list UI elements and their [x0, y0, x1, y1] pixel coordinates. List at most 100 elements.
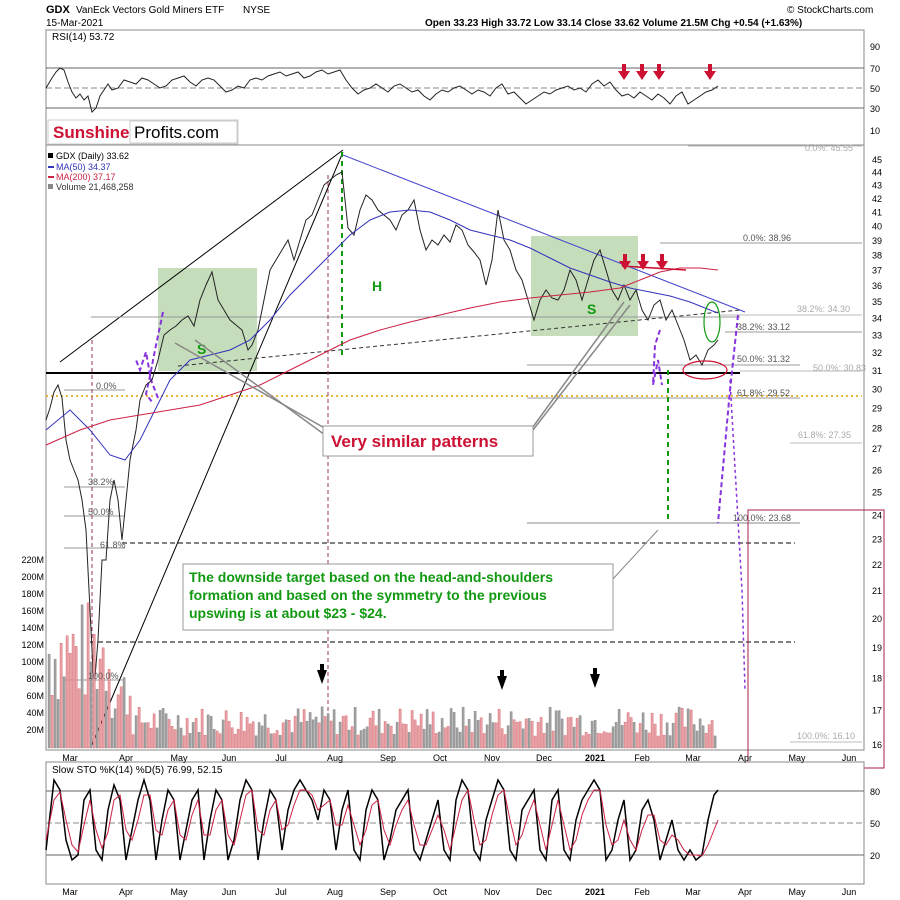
projection-purple-1	[135, 351, 159, 399]
volume-bar	[251, 721, 255, 749]
volume-bar	[209, 716, 213, 749]
volume-bar	[602, 731, 606, 749]
volume-bar	[269, 733, 273, 749]
volume-bar	[134, 715, 138, 749]
volume-bar	[383, 721, 387, 749]
target-text-1: The downside target based on the head-an…	[189, 569, 553, 585]
volume-bar	[329, 720, 333, 749]
volume-bar	[428, 724, 432, 749]
volume-bar	[338, 721, 342, 749]
x-tick-label: Nov	[484, 887, 501, 897]
price-tick-label: 31	[872, 366, 882, 376]
ma50-line	[45, 209, 719, 461]
price-tick-label: 45	[872, 155, 882, 165]
volume-bar	[107, 669, 111, 749]
volume-bar	[641, 712, 645, 749]
price-line	[45, 171, 719, 691]
volume-bar	[185, 718, 189, 749]
price-tick-label: 24	[872, 511, 882, 521]
legend-volume: Volume 21,468,258	[56, 182, 134, 192]
legend-price: GDX (Daily) 33.62	[56, 151, 129, 161]
x-tick-label: May	[170, 887, 188, 897]
volume-tick-label: 20M	[26, 725, 44, 735]
volume-bar	[149, 727, 153, 749]
volume-bar	[89, 661, 93, 749]
volume-bar	[245, 717, 249, 749]
volume-bar	[416, 725, 420, 749]
logo-part2: Profits.com	[134, 123, 219, 142]
price-legend: GDX (Daily) 33.62 MA(50) 34.37 MA(200) 3…	[48, 151, 134, 192]
rsi-arrow-shaft	[622, 64, 626, 71]
volume-bar	[653, 723, 657, 749]
chart-exchange: NYSE	[243, 5, 271, 16]
price-tick-label: 40	[872, 222, 882, 232]
price-tick-label: 19	[872, 643, 882, 653]
x-tick-label: Dec	[536, 887, 553, 897]
rsi-red-arrows	[618, 64, 716, 80]
volume-bar	[104, 690, 108, 749]
shoulder-label-left: S	[197, 341, 206, 357]
volume-bar	[686, 708, 690, 749]
volume-bar	[695, 730, 699, 749]
volume-bar	[323, 716, 327, 749]
volume-bar	[239, 712, 243, 749]
rsi-down-arrow	[704, 71, 716, 80]
volume-bar	[362, 728, 366, 749]
volume-tick-label: 100M	[21, 657, 44, 667]
fib-label-l2: 38.2%	[88, 477, 114, 487]
stochastic-tick-label: 80	[870, 787, 880, 797]
volume-bar	[665, 722, 669, 749]
volume-bar	[437, 731, 441, 749]
price-tick-label: 28	[872, 423, 882, 433]
volume-bar	[611, 726, 615, 749]
volume-bar	[143, 722, 147, 749]
volume-bar	[413, 719, 417, 749]
volume-bar	[494, 722, 498, 749]
x-tick-label: Mar	[685, 887, 701, 897]
volume-bar	[518, 721, 522, 749]
volume-bar	[296, 708, 300, 749]
volume-bar	[461, 707, 465, 749]
volume-bar	[191, 722, 195, 749]
volume-bar	[131, 734, 135, 749]
x-axis-labels-bottom: Mar Apr May Jun Jul Aug Sep Oct Nov Dec 2021 Feb Mar…	[62, 887, 856, 897]
volume-bar	[650, 713, 654, 749]
shoulder-label-right: S	[587, 301, 596, 317]
volume-bar	[83, 694, 87, 749]
volume-bar	[578, 715, 582, 749]
volume-bar	[176, 715, 180, 749]
chart-symbol: GDX	[46, 4, 71, 16]
green-ellipse	[703, 301, 721, 343]
price-tick-label: 26	[872, 465, 882, 475]
volume-bar	[299, 722, 303, 749]
x-tick-label: Aug	[327, 887, 343, 897]
price-tick-label: 23	[872, 535, 882, 545]
fib-label-r9: 100.0%: 16.10	[797, 731, 855, 741]
volume-bar	[401, 723, 405, 749]
volume-ticks: 220M 200M 180M 160M 140M 120M 100M 80M 60M 40M 20M	[21, 555, 44, 735]
volume-bar	[260, 725, 264, 749]
volume-bar	[551, 730, 555, 749]
volume-bar	[389, 725, 393, 749]
volume-bar	[431, 711, 435, 749]
fib-label-r8: 100.0%: 23.68	[733, 513, 791, 523]
volume-bar	[404, 724, 408, 749]
volume-bar	[320, 706, 324, 749]
price-arrow-shaft	[660, 254, 664, 261]
volume-bar	[305, 720, 309, 749]
volume-bar	[488, 713, 492, 749]
volume-bar	[194, 718, 198, 749]
uptrend-line-upper	[59, 149, 344, 363]
volume-bar	[227, 721, 231, 749]
volume-bar	[281, 722, 285, 749]
volume-bar	[473, 711, 477, 749]
x-tick-label: Apr	[119, 753, 133, 763]
fib-label-l5: 100.0%	[88, 671, 119, 681]
x-tick-label: Oct	[433, 753, 448, 763]
volume-bar	[275, 730, 279, 749]
volume-bar	[290, 732, 294, 749]
volume-bar	[584, 732, 588, 749]
rsi-ticks: 90 70 50 30 10	[870, 42, 880, 136]
volume-bar	[569, 716, 573, 749]
price-tick-label: 34	[872, 314, 882, 324]
